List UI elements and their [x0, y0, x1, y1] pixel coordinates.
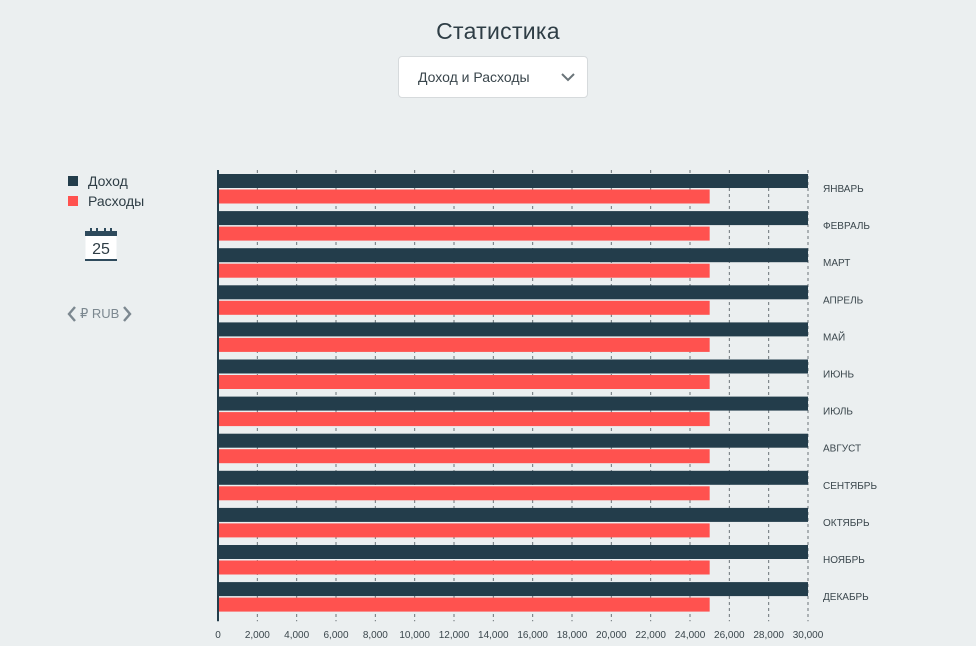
category-label: ИЮНЬ: [823, 370, 855, 381]
legend-swatch-expenses: [68, 196, 78, 206]
chart-legend: Доход Расходы: [68, 171, 144, 211]
category-label: АВГУСТ: [823, 444, 861, 455]
x-tick-label: 4,000: [284, 630, 309, 641]
chevron-right-icon[interactable]: [121, 305, 133, 323]
x-tick-label: 6,000: [323, 630, 348, 641]
bar-income: [218, 248, 808, 263]
bar-income: [218, 211, 808, 226]
x-tick-label: 16,000: [517, 630, 548, 641]
legend-item-expenses: Расходы: [68, 191, 144, 211]
bar-expenses: [218, 375, 710, 389]
calendar-icon[interactable]: 25: [84, 228, 118, 262]
bar-income: [218, 322, 808, 337]
x-tick-label: 0: [215, 630, 221, 641]
currency-switch: ₽ RUB: [66, 304, 133, 324]
category-label: МАРТ: [823, 258, 850, 269]
currency-label: ₽ RUB: [80, 306, 120, 321]
bar-income: [218, 285, 808, 300]
bar-expenses: [218, 300, 710, 315]
bar-income: [218, 582, 808, 597]
category-label: АПРЕЛЬ: [823, 295, 864, 306]
legend-item-income: Доход: [68, 171, 144, 191]
x-tick-label: 22,000: [635, 630, 666, 641]
bar-income: [218, 396, 808, 411]
x-tick-label: 2,000: [245, 630, 270, 641]
bar-expenses: [218, 189, 710, 204]
category-label: ЯНВАРЬ: [823, 184, 864, 195]
x-tick-label: 10,000: [399, 630, 430, 641]
x-tick-label: 30,000: [793, 630, 824, 641]
x-tick-label: 28,000: [753, 630, 784, 641]
x-tick-label: 20,000: [596, 630, 627, 641]
category-label: МАЙ: [823, 330, 845, 343]
chart-type-select[interactable]: Доход и Расходы: [398, 56, 588, 98]
chevron-down-icon: [561, 73, 575, 82]
page-title: Статистика: [436, 18, 560, 44]
bar-expenses: [218, 263, 710, 278]
calendar-day: 25: [92, 241, 110, 258]
bar-expenses: [218, 412, 710, 427]
category-label: ОКТЯБРЬ: [823, 518, 870, 529]
bar-expenses: [218, 226, 710, 241]
bar-expenses: [218, 449, 710, 464]
category-label: ДЕКАБРЬ: [823, 592, 869, 603]
legend-swatch-income: [68, 176, 78, 186]
bar-expenses: [218, 337, 710, 352]
bar-income: [218, 545, 808, 559]
x-tick-label: 18,000: [557, 630, 588, 641]
bar-income: [218, 470, 808, 485]
bar-expenses: [218, 597, 710, 612]
category-label: ФЕВРАЛЬ: [823, 221, 870, 232]
x-tick-label: 24,000: [675, 630, 706, 641]
bar-expenses: [218, 486, 710, 501]
category-label: ИЮЛЬ: [823, 407, 853, 418]
bar-expenses: [218, 523, 710, 538]
x-tick-label: 8,000: [363, 630, 388, 641]
bar-expenses: [218, 560, 710, 575]
legend-label-expenses: Расходы: [88, 193, 145, 209]
chart-type-select-value: Доход и Расходы: [418, 69, 530, 85]
bar-income: [218, 174, 808, 188]
legend-label-income: Доход: [88, 173, 128, 189]
bar-income: [218, 507, 808, 522]
bar-income: [218, 359, 808, 374]
x-tick-label: 14,000: [478, 630, 509, 641]
bar-income: [218, 433, 808, 448]
x-tick-label: 26,000: [714, 630, 745, 641]
category-label: НОЯБРЬ: [823, 555, 865, 566]
chevron-left-icon[interactable]: [66, 305, 78, 323]
x-tick-label: 12,000: [439, 630, 470, 641]
category-label: СЕНТЯБРЬ: [823, 481, 877, 492]
